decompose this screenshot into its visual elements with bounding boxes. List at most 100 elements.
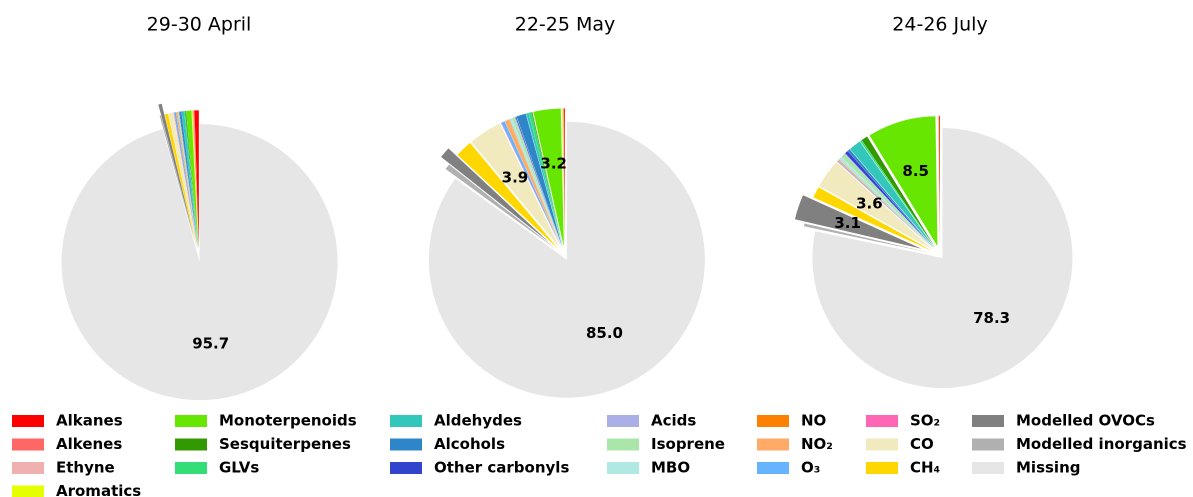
pie-slice bbox=[184, 111, 199, 249]
legend-swatch bbox=[972, 462, 1004, 474]
legend-swatch bbox=[757, 415, 789, 427]
legend-label: Aldehydes bbox=[434, 412, 522, 430]
pie-slice bbox=[938, 115, 940, 246]
pie-slice bbox=[179, 111, 198, 249]
legend-swatch bbox=[390, 415, 422, 427]
pie-slice bbox=[841, 154, 934, 249]
pie-slice bbox=[531, 112, 563, 247]
legend-label: Sesquiterpenes bbox=[219, 435, 351, 453]
pie-slice bbox=[193, 110, 199, 249]
pie-slice bbox=[838, 159, 934, 249]
legend-label: Alkanes bbox=[56, 412, 123, 430]
legend-label: O₃ bbox=[801, 459, 820, 477]
pie-slice bbox=[849, 141, 935, 248]
pie-slice bbox=[177, 111, 198, 249]
pie-slice bbox=[514, 116, 562, 247]
legend-label: Other carbonyls bbox=[434, 459, 569, 477]
legend-label: MBO bbox=[651, 459, 690, 477]
pie-slice bbox=[847, 149, 935, 249]
legend-label: Missing bbox=[1016, 459, 1080, 477]
pie-slice bbox=[173, 112, 198, 249]
pie-slice bbox=[813, 187, 932, 251]
value-label: 3.6 bbox=[856, 195, 883, 213]
chart-title: 24-26 July bbox=[892, 14, 987, 36]
legend-label: Aromatics bbox=[56, 482, 141, 497]
legend-swatch bbox=[12, 485, 44, 497]
pie-slice bbox=[837, 161, 934, 249]
legend-label: SO₂ bbox=[910, 412, 940, 430]
pie-slice bbox=[181, 111, 198, 249]
pie-slice bbox=[939, 115, 940, 246]
pie-slice bbox=[803, 223, 932, 254]
pie-slice bbox=[175, 112, 198, 249]
pie-slice bbox=[504, 119, 562, 248]
pie-slice bbox=[563, 108, 565, 247]
legend-label: Acids bbox=[651, 412, 696, 430]
legend-swatch bbox=[607, 462, 639, 474]
pie-slice bbox=[837, 160, 934, 249]
legend-swatch bbox=[607, 415, 639, 427]
legend-label: NO bbox=[801, 412, 826, 430]
pie-slice bbox=[562, 108, 565, 247]
pie-slice bbox=[61, 124, 338, 401]
pie-slice bbox=[512, 117, 562, 247]
pie-slice bbox=[533, 108, 564, 247]
pie-slice bbox=[564, 108, 565, 247]
pie-slice bbox=[516, 113, 563, 247]
pie-slice bbox=[186, 110, 199, 249]
value-label: 85.0 bbox=[586, 324, 623, 342]
legend-swatch bbox=[866, 415, 898, 427]
legend-label: CO bbox=[910, 435, 934, 453]
legend-label: Modelled inorganics bbox=[1016, 435, 1187, 453]
pie-slice bbox=[185, 110, 199, 249]
legend-swatch bbox=[972, 438, 1004, 451]
pie-slice bbox=[838, 159, 934, 249]
legend-label: NO₂ bbox=[801, 435, 833, 453]
legend-swatch bbox=[972, 415, 1004, 427]
legend-label: CH₄ bbox=[910, 459, 940, 477]
legend-swatch bbox=[757, 438, 789, 451]
pie-slice bbox=[938, 115, 940, 246]
pie-slice bbox=[561, 108, 565, 247]
pie-slice bbox=[526, 112, 563, 247]
chart-title: 29-30 April bbox=[147, 14, 252, 36]
value-label: 3.9 bbox=[502, 169, 529, 187]
pie-slice bbox=[812, 128, 1073, 389]
pie-slice bbox=[428, 121, 705, 398]
pie-slice bbox=[191, 110, 199, 249]
pie-slice bbox=[176, 111, 198, 249]
legend-swatch bbox=[757, 462, 789, 474]
pie-slice bbox=[515, 116, 562, 247]
pie-slice bbox=[509, 118, 562, 248]
pie-slice bbox=[445, 164, 558, 251]
pie-slice bbox=[457, 142, 559, 249]
pie-slice bbox=[158, 103, 194, 238]
legend-swatch bbox=[12, 438, 44, 451]
pie-slice bbox=[838, 157, 934, 249]
pie-slice bbox=[174, 112, 198, 249]
legend-swatch bbox=[175, 438, 207, 451]
value-label: 95.7 bbox=[192, 335, 229, 353]
pie-slice bbox=[164, 113, 197, 249]
pie-slice bbox=[178, 111, 198, 249]
pie-slice bbox=[794, 195, 922, 249]
legend-swatch bbox=[12, 462, 44, 474]
legend-swatch bbox=[390, 438, 422, 451]
pie-slice bbox=[500, 122, 561, 248]
chart-title: 22-25 May bbox=[515, 14, 616, 36]
legend-swatch bbox=[390, 462, 422, 474]
pie-slice bbox=[159, 115, 197, 249]
pie-slice bbox=[860, 140, 935, 248]
pie-slice bbox=[168, 112, 198, 249]
pie-slice bbox=[937, 115, 940, 246]
pie-slice bbox=[194, 110, 199, 249]
legend-label: GLVs bbox=[219, 459, 259, 477]
pie-slice bbox=[501, 121, 561, 248]
value-label: 3.1 bbox=[834, 214, 861, 232]
pie-slice bbox=[869, 116, 938, 247]
legend-swatch bbox=[12, 415, 44, 427]
legend-swatch bbox=[607, 438, 639, 451]
legend-label: Modelled OVOCs bbox=[1016, 412, 1155, 430]
value-label: 78.3 bbox=[973, 309, 1010, 327]
